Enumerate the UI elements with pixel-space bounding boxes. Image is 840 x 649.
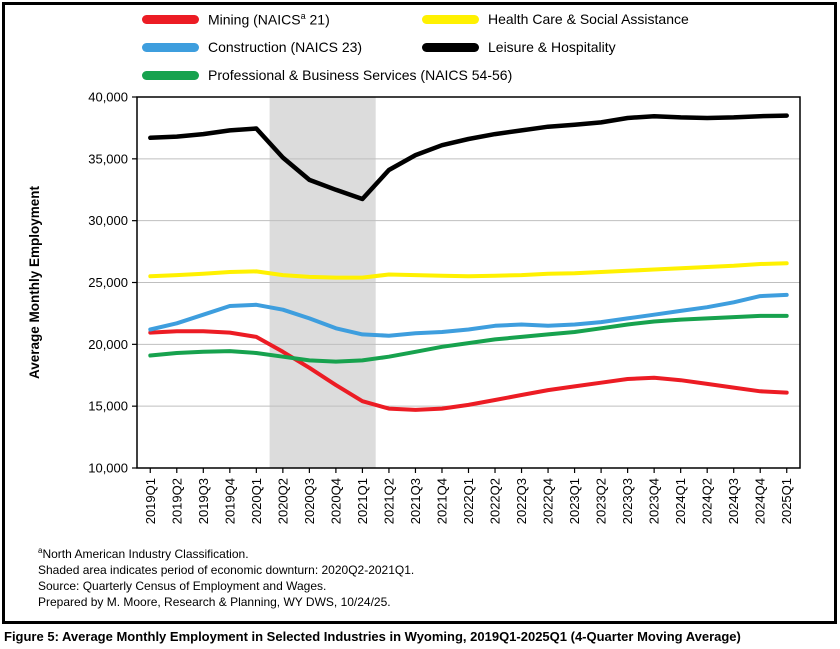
footnotes: aNorth American Industry Classification.…	[38, 543, 414, 610]
y-tick-label: 25,000	[88, 275, 128, 290]
y-axis-title: Average Monthly Employment	[27, 185, 42, 379]
x-tick-label: 2021Q2	[381, 478, 396, 524]
x-tick-label: 2021Q1	[355, 478, 370, 524]
y-tick-label: 20,000	[88, 337, 128, 352]
legend-swatch-professional-business-services	[142, 70, 199, 80]
legend-swatch-mining	[142, 14, 199, 24]
footnote-naics-text: North American Industry Classification.	[42, 547, 249, 561]
x-tick-label: 2023Q2	[594, 478, 609, 524]
legend-label-construction: Construction (NAICS 23)	[208, 39, 363, 55]
x-tick-label: 2019Q2	[169, 478, 184, 524]
series-line-construction	[148, 292, 789, 338]
x-tick-label: 2025Q1	[779, 478, 794, 524]
x-tick-label: 2024Q2	[700, 478, 715, 524]
legend-label-professional-business-services: Professional & Business Services (NAICS …	[208, 67, 513, 83]
x-tick-label: 2019Q3	[196, 478, 211, 524]
x-tick-label: 2023Q4	[647, 478, 662, 524]
footnote-source: Source: Quarterly Census of Employment a…	[38, 579, 327, 593]
x-tick-label: 2024Q3	[726, 478, 741, 524]
employment-chart: 10,000 15,000 20,000 25,000 30,000 35,000 40,0…	[27, 90, 801, 524]
series-line-mining	[148, 329, 789, 412]
x-tick-label: 2020Q2	[275, 478, 290, 524]
x-tick-label: 2024Q1	[673, 478, 688, 524]
series-line-professional-business-services	[148, 313, 789, 364]
x-tick-label: 2024Q4	[753, 478, 768, 524]
y-tick-label: 10,000	[88, 461, 128, 476]
y-tick-label: 35,000	[88, 151, 128, 166]
x-tick-label: 2021Q3	[408, 478, 423, 524]
legend: Mining (NAICSa 21) Construction (NAICS 23…	[5, 5, 834, 89]
x-tick-label: 2022Q4	[541, 478, 556, 524]
legend-swatch-construction	[142, 42, 199, 52]
legend-item-mining: Mining (NAICSa 21)	[142, 9, 330, 29]
x-tick-label: 2020Q1	[249, 478, 264, 524]
series-line-leisure-hospitality	[148, 113, 789, 202]
legend-swatch-leisure-hospitality	[422, 42, 479, 52]
legend-label-leisure-hospitality: Leisure & Hospitality	[488, 39, 616, 55]
x-tick-label: 2022Q2	[488, 478, 503, 524]
legend-item-professional-business-services: Professional & Business Services (NAICS …	[142, 65, 512, 85]
x-tick-label: 2023Q3	[620, 478, 635, 524]
legend-item-health-care-social-assistance: Health Care & Social Assistance	[422, 9, 689, 29]
x-tick-label: 2020Q3	[302, 478, 317, 524]
legend-swatch-health-care-social-assistance	[422, 14, 479, 24]
legend-item-construction: Construction (NAICS 23)	[142, 37, 362, 57]
chart-frame: Mining (NAICSa 21) Construction (NAICS 23…	[2, 2, 837, 624]
x-tick-label: 2020Q4	[328, 478, 343, 524]
legend-item-leisure-hospitality: Leisure & Hospitality	[422, 37, 616, 57]
footnote-superscript: a	[38, 546, 43, 555]
x-tick-label: 2019Q1	[143, 478, 158, 524]
footnote-prepared-by: Prepared by M. Moore, Research & Plannin…	[38, 595, 391, 609]
y-tick-label: 40,000	[88, 90, 128, 105]
legend-label-health-care-social-assistance: Health Care & Social Assistance	[488, 11, 689, 27]
footnote-shaded-area: Shaded area indicates period of economic…	[38, 563, 415, 577]
x-tick-label: 2022Q1	[461, 478, 476, 524]
series-line-health-care-social-assistance	[148, 261, 789, 280]
x-tick-label: 2022Q3	[514, 478, 529, 524]
y-tick-label: 15,000	[88, 399, 128, 414]
x-tick-label: 2019Q4	[222, 478, 237, 524]
x-tick-label: 2021Q4	[434, 478, 449, 524]
x-tick-label: 2023Q1	[567, 478, 582, 524]
footnote-naics: aNorth American Industry Classification.	[38, 543, 414, 562]
figure-caption: Figure 5: Average Monthly Employment in …	[4, 629, 741, 644]
legend-label-mining: Mining (NAICSa 21)	[208, 10, 330, 28]
y-tick-label: 30,000	[88, 213, 128, 228]
